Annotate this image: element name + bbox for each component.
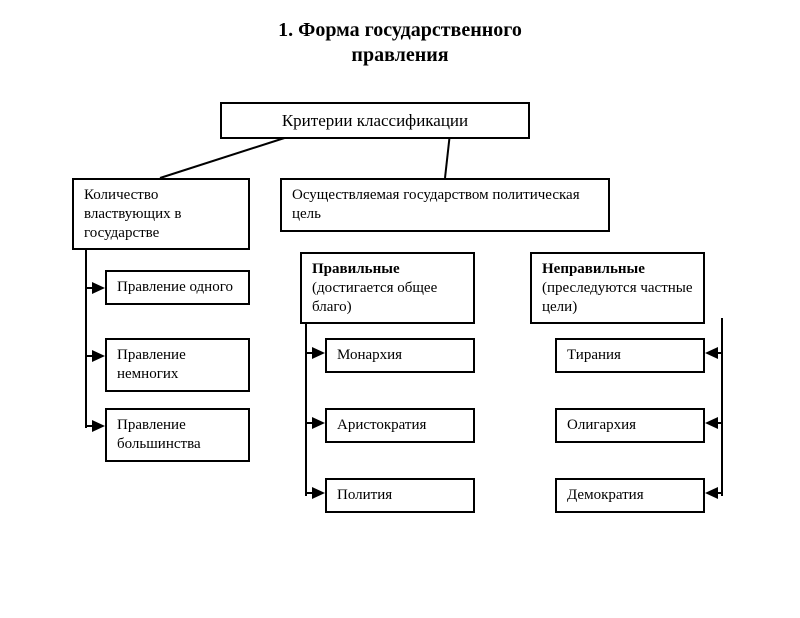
- col2-header-box: Правильные (достигается общее благо): [300, 252, 475, 324]
- col3-item-1: Тирания: [555, 338, 705, 373]
- col1-item-2: Правление немногих: [105, 338, 250, 392]
- col3-header-bold: Неправильные: [542, 261, 645, 277]
- col2-item-1: Монархия: [325, 338, 475, 373]
- col3-item-3: Демократия: [555, 478, 705, 513]
- root-box: Критерии классификации: [220, 102, 530, 139]
- col2-item-2: Аристократия: [325, 408, 475, 443]
- col1-item-1: Правление одного: [105, 270, 250, 305]
- branch-left-box: Количество властвующих в государстве: [72, 178, 250, 250]
- col3-header-sub: (преследуются частные цели): [542, 280, 693, 315]
- branch-right-box: Осуществляемая государством политическая…: [280, 178, 610, 232]
- page-title: 1. Форма государственного правления: [0, 18, 800, 68]
- col2-header-bold: Правильные: [312, 261, 400, 277]
- col3-header-box: Неправильные (преследуются частные цели): [530, 252, 705, 324]
- title-line2: правления: [351, 44, 448, 66]
- col2-item-3: Полития: [325, 478, 475, 513]
- title-line1: 1. Форма государственного: [278, 19, 522, 41]
- col3-item-2: Олигархия: [555, 408, 705, 443]
- col1-item-3: Правление большинства: [105, 408, 250, 462]
- col2-header-sub: (достигается общее благо): [312, 280, 437, 315]
